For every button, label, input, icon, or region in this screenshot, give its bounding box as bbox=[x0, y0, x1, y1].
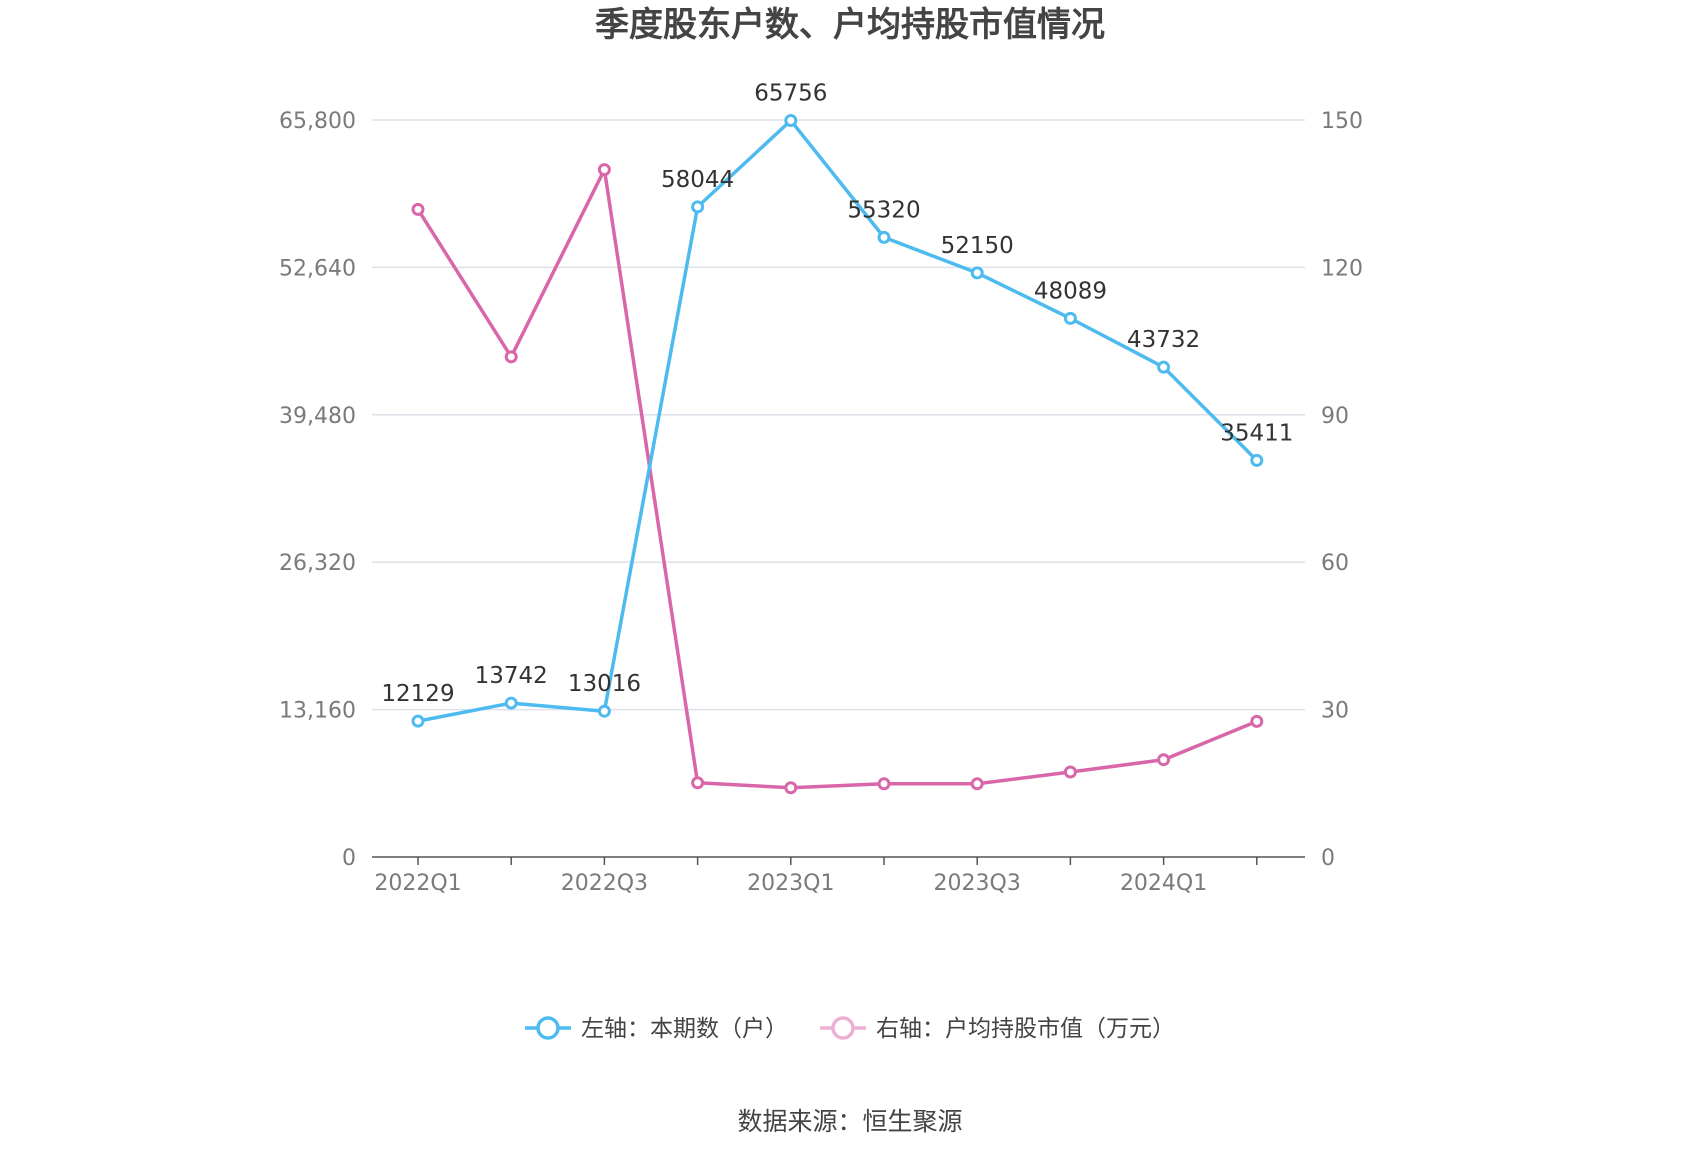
data-point-avg-value bbox=[877, 777, 891, 791]
data-point-holders bbox=[411, 714, 425, 728]
data-point-holders bbox=[970, 266, 984, 280]
data-point-avg-value bbox=[691, 776, 705, 790]
left-axis-tick-label: 52,640 bbox=[279, 256, 356, 281]
data-point-holders bbox=[504, 696, 518, 710]
series-line-holders bbox=[417, 118, 1259, 723]
right-axis-tick-label: 30 bbox=[1321, 699, 1349, 724]
data-label: 58044 bbox=[661, 167, 734, 193]
data-point-holders bbox=[1250, 453, 1264, 467]
left-axis-tick-label: 39,480 bbox=[279, 404, 356, 429]
data-source: 数据来源：恒生聚源 bbox=[737, 1107, 962, 1136]
series-layer bbox=[411, 113, 1264, 795]
series-line-avg-value bbox=[416, 167, 1258, 790]
chart-title: 季度股东户数、户均持股市值情况 bbox=[595, 5, 1105, 45]
data-point-avg-value bbox=[970, 777, 984, 791]
axes: 0 13,160 26,320 39,480 52,640 65,800 0 30 60 90 12… bbox=[279, 109, 1363, 896]
right-axis-tick-label: 0 bbox=[1321, 846, 1335, 871]
data-label: 13742 bbox=[475, 663, 548, 689]
x-axis-tick-label: 2023Q3 bbox=[934, 871, 1021, 896]
data-point-avg-value bbox=[504, 350, 518, 364]
data-point-avg-value bbox=[411, 202, 425, 216]
data-point-holders bbox=[691, 200, 705, 214]
right-axis-tick-label: 150 bbox=[1321, 109, 1363, 134]
legend-item-holders[interactable]: 左轴：本期数（户） bbox=[525, 1016, 788, 1042]
data-label: 13016 bbox=[568, 671, 641, 697]
data-label: 52150 bbox=[941, 233, 1014, 259]
data-point-holders bbox=[1157, 360, 1171, 374]
left-axis-tick-label: 26,320 bbox=[279, 551, 356, 576]
data-point-avg-value bbox=[1063, 765, 1077, 779]
data-point-holders bbox=[784, 113, 798, 127]
right-axis-tick-label: 60 bbox=[1321, 551, 1349, 576]
data-label: 35411 bbox=[1220, 420, 1293, 446]
data-point-avg-value bbox=[1157, 753, 1171, 767]
x-axis-tick-label: 2022Q1 bbox=[374, 871, 461, 896]
left-axis-tick-label: 65,800 bbox=[279, 109, 356, 134]
legend-marker-icon bbox=[831, 1016, 855, 1040]
data-label: 43732 bbox=[1127, 327, 1200, 353]
data-point-holders bbox=[597, 704, 611, 718]
data-point-holders bbox=[877, 230, 891, 244]
legend: 左轴：本期数（户） 右轴：户均持股市值（万元） bbox=[525, 1016, 1175, 1042]
legend-item-avg-value[interactable]: 右轴：户均持股市值（万元） bbox=[820, 1016, 1175, 1042]
right-axis-tick-label: 120 bbox=[1321, 256, 1363, 281]
data-label: 12129 bbox=[381, 681, 454, 707]
left-axis-tick-label: 13,160 bbox=[279, 699, 356, 724]
legend-label: 左轴：本期数（户） bbox=[581, 1016, 788, 1042]
data-label: 55320 bbox=[847, 197, 920, 223]
data-point-avg-value bbox=[1250, 714, 1264, 728]
x-axis-tick-label: 2023Q1 bbox=[747, 871, 834, 896]
right-axis-tick-label: 90 bbox=[1321, 404, 1349, 429]
x-axis-tick-label: 2022Q3 bbox=[561, 871, 648, 896]
data-labels: 12129 13742 13016 58044 65756 55320 52150 48089… bbox=[381, 80, 1293, 707]
legend-label: 右轴：户均持股市值（万元） bbox=[876, 1016, 1175, 1042]
data-label: 65756 bbox=[754, 80, 827, 106]
left-axis-tick-label: 0 bbox=[342, 846, 356, 871]
data-point-holders bbox=[1063, 311, 1077, 325]
legend-marker-icon bbox=[536, 1016, 560, 1040]
data-label: 48089 bbox=[1034, 278, 1107, 304]
grid bbox=[372, 119, 1305, 711]
x-axis-tick-label: 2024Q1 bbox=[1120, 871, 1207, 896]
data-point-avg-value bbox=[597, 163, 611, 177]
data-point-avg-value bbox=[784, 781, 798, 795]
